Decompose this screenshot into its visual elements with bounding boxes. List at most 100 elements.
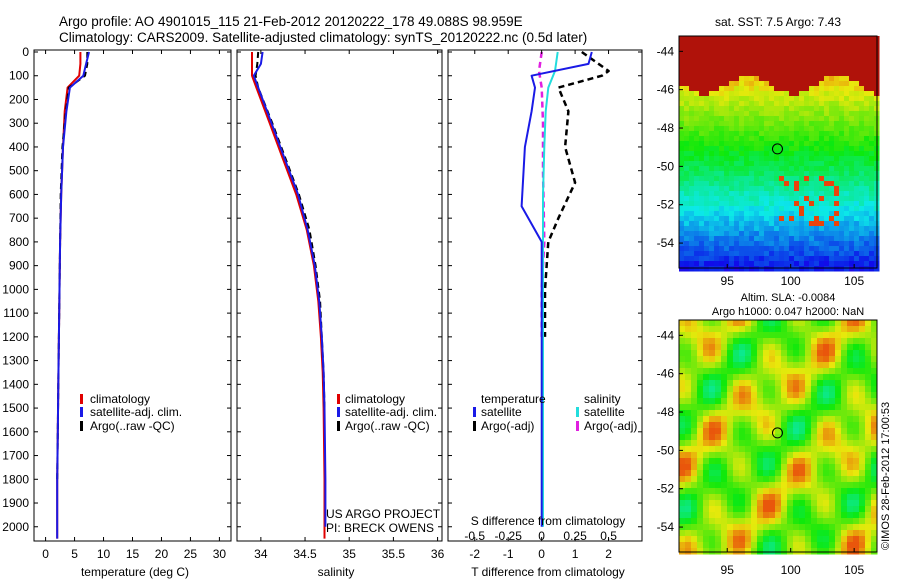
sst-cell	[794, 101, 800, 107]
sst-cell	[809, 221, 815, 227]
sst-cell	[844, 71, 850, 77]
sla-cell	[853, 410, 860, 417]
sst-cell	[784, 201, 790, 207]
sst-cell	[799, 51, 805, 57]
sla-cell	[703, 542, 710, 549]
sla-map-panel: Altim. SLA: -0.0084 Argo h1000: 0.047 h2…	[657, 292, 878, 577]
sst-cell	[704, 41, 710, 47]
sst-cell	[699, 91, 705, 97]
sla-cell	[835, 494, 842, 501]
sst-cell	[839, 36, 845, 42]
sst-cell	[739, 116, 745, 122]
sst-cell	[854, 221, 860, 227]
sla-cell	[787, 542, 794, 549]
sla-cell	[727, 440, 734, 447]
sst-cell	[714, 41, 720, 47]
sst-cell	[739, 81, 745, 87]
sla-cell	[787, 332, 794, 339]
sla-cell	[805, 536, 812, 543]
sst-cell	[839, 71, 845, 77]
temperature-xlabel: temperature (deg C)	[81, 565, 189, 579]
sst-cell	[864, 131, 870, 137]
legend-label-argo: Argo(..raw -QC)	[345, 419, 430, 433]
sst-cell	[704, 131, 710, 137]
sst-cell	[844, 51, 850, 57]
sla-cell	[757, 410, 764, 417]
sst-cell	[694, 91, 700, 97]
sla-cell	[847, 440, 854, 447]
sla-cell	[763, 344, 770, 351]
sst-cell	[864, 36, 870, 42]
sla-cell	[811, 320, 818, 327]
sst-cell	[854, 41, 860, 47]
sla-cell	[847, 344, 854, 351]
sla-cell	[853, 524, 860, 531]
sla-cell	[793, 548, 800, 555]
sst-cell	[774, 96, 780, 102]
sla-cell	[697, 464, 704, 471]
sla-cell	[709, 344, 716, 351]
sst-cell	[854, 201, 860, 207]
sst-cell	[689, 231, 695, 237]
sst-cell	[714, 266, 720, 272]
sla-cell	[841, 482, 848, 489]
sla-cell	[751, 476, 758, 483]
sst-cell	[849, 81, 855, 87]
x-tick-label: 15	[126, 547, 140, 561]
sst-cell	[869, 206, 875, 212]
sst-cell	[869, 146, 875, 152]
sst-cell	[749, 121, 755, 127]
sst-cell	[869, 136, 875, 142]
sla-cell	[781, 440, 788, 447]
sst-cell	[864, 206, 870, 212]
sla-cell	[847, 392, 854, 399]
sst-cell	[809, 206, 815, 212]
sst-cell	[804, 46, 810, 52]
sla-cell	[709, 530, 716, 537]
sla-cell	[829, 446, 836, 453]
s-difference-xlabel: S difference from climatology	[471, 514, 626, 528]
sst-cell	[854, 146, 860, 152]
sst-cell	[729, 266, 735, 272]
sla-cell	[763, 380, 770, 387]
sla-cell	[805, 416, 812, 423]
sla-cell	[781, 404, 788, 411]
sst-cell	[784, 106, 790, 112]
sst-cell	[849, 136, 855, 142]
sst-cell	[679, 121, 685, 127]
sst-cell	[824, 61, 830, 67]
sst-cell	[689, 146, 695, 152]
sla-cell	[757, 422, 764, 429]
sla-cell	[715, 368, 722, 375]
sst-cell	[794, 111, 800, 117]
sla-cell	[859, 536, 866, 543]
sla-cell	[793, 422, 800, 429]
sst-cell	[734, 261, 740, 267]
sst-cell	[789, 256, 795, 262]
sla-cell	[835, 500, 842, 507]
sst-cell	[829, 51, 835, 57]
sla-cell	[703, 410, 710, 417]
sst-cell	[739, 146, 745, 152]
sst-cell	[869, 266, 875, 272]
sst-cell	[864, 66, 870, 72]
sst-cell	[739, 151, 745, 157]
sst-cell	[869, 46, 875, 52]
sst-cell	[809, 41, 815, 47]
sla-cell	[757, 320, 764, 327]
sla-cell	[835, 422, 842, 429]
sst-cell	[794, 86, 800, 92]
sla-cell	[871, 428, 878, 435]
sla-cell	[745, 452, 752, 459]
sla-cell	[727, 500, 734, 507]
sst-cell	[724, 51, 730, 57]
sla-cell	[727, 410, 734, 417]
sst-cell	[684, 131, 690, 137]
sst-cell	[859, 236, 865, 242]
sla-cell	[859, 512, 866, 519]
sst-cell	[749, 211, 755, 217]
sst-cell	[694, 126, 700, 132]
sla-cell	[853, 398, 860, 405]
sla-cell	[727, 356, 734, 363]
sst-cell	[744, 201, 750, 207]
